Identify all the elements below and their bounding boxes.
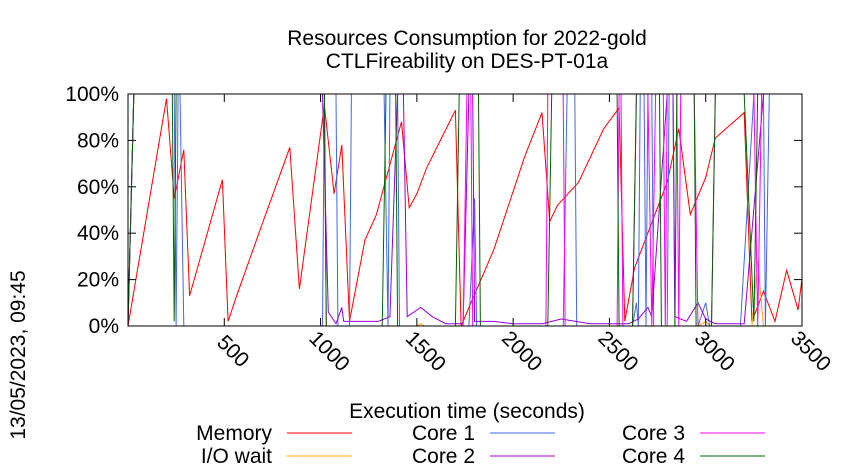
chart-subtitle: CTLFireability on DES-PT-01a <box>326 50 609 73</box>
series-line-core-3 <box>128 93 802 327</box>
legend-label: Core 2 <box>412 445 475 468</box>
series-line-memory <box>128 98 802 327</box>
x-tick-label: 2000 <box>497 327 546 376</box>
y-tick-label: 0% <box>89 315 119 338</box>
y-tick-label: 80% <box>77 129 119 152</box>
y-tick-label: 60% <box>77 176 119 199</box>
y-tick-label: 40% <box>77 222 119 245</box>
x-tick-label: 2500 <box>593 327 642 376</box>
legend-label: I/O wait <box>201 445 272 468</box>
x-tick-label: 1000 <box>305 327 354 376</box>
y-tick-label: 100% <box>65 83 119 106</box>
legend-label: Memory <box>196 422 272 445</box>
series-line-core-4 <box>128 93 802 327</box>
x-tick-label: 1500 <box>401 327 450 376</box>
x-tick-label: 3000 <box>690 327 739 376</box>
series-line-core-2 <box>128 93 802 327</box>
series-lines <box>128 93 802 327</box>
legend-label: Core 4 <box>622 445 685 468</box>
y-tick-label: 20% <box>77 269 119 292</box>
x-tick-label: 3500 <box>786 327 835 376</box>
plot-area: 0% 20% 40% 60% 80% 100% 500 1000 1500 2000 2500 300… <box>65 83 835 376</box>
x-axis-label: Execution time (seconds) <box>349 400 585 423</box>
timestamp-label: 13/05/2023, 09:45 <box>7 270 30 439</box>
series-line-core-1 <box>128 93 802 327</box>
legend-label: Core 3 <box>622 422 685 445</box>
plot-frame <box>127 93 803 327</box>
x-tick-label: 500 <box>212 331 253 372</box>
legend-label: Core 1 <box>412 422 475 445</box>
chart-title: Resources Consumption for 2022-gold <box>287 27 647 50</box>
